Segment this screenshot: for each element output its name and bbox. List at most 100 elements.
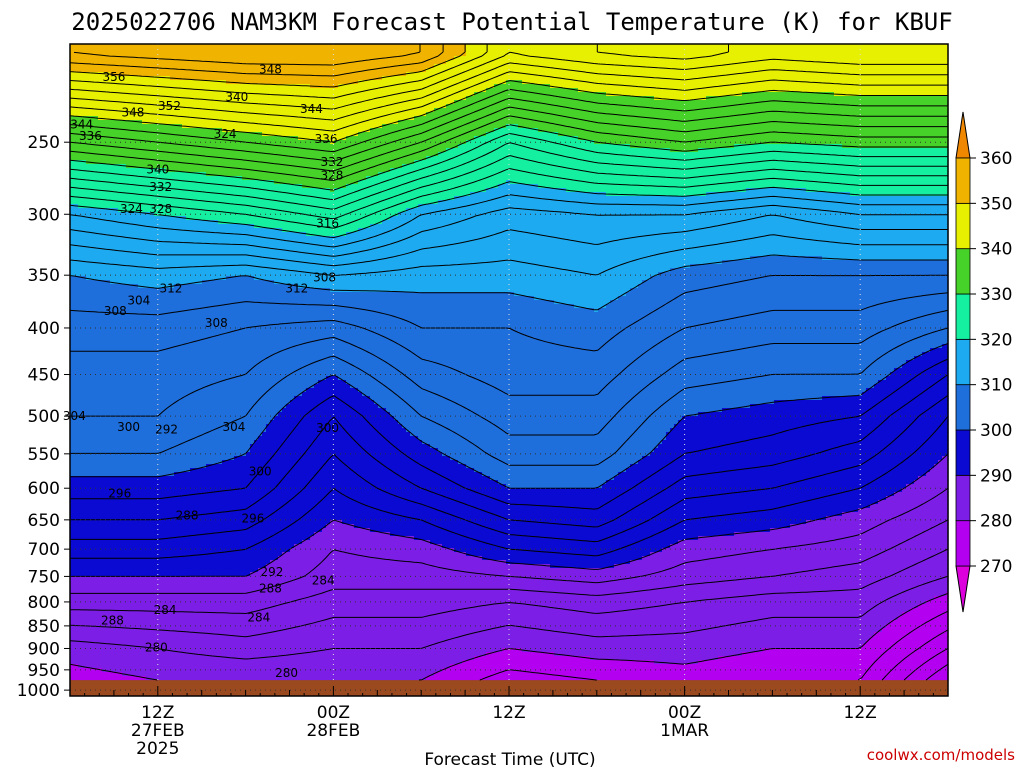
field-cell (490, 132, 495, 137)
field-cell (286, 88, 291, 93)
field-cell (934, 68, 939, 73)
field-cell (746, 64, 751, 69)
field-cell (646, 128, 651, 133)
field-cell (170, 52, 175, 57)
field-cell (566, 112, 571, 117)
field-cell (182, 80, 187, 85)
field-cell (198, 52, 203, 57)
field-cell (166, 88, 171, 93)
field-cell (150, 116, 155, 121)
field-cell (466, 100, 471, 105)
field-cell (274, 52, 279, 57)
field-cell (782, 72, 787, 77)
field-cell (522, 112, 527, 117)
field-cell (266, 108, 271, 113)
field-cell (326, 48, 331, 53)
field-cell (426, 48, 431, 53)
field-cell (678, 60, 683, 65)
field-cell (542, 48, 547, 53)
field-cell (370, 48, 375, 53)
field-cell (306, 60, 311, 65)
field-cell (594, 76, 599, 81)
field-cell (470, 124, 475, 129)
field-cell (370, 60, 375, 65)
field-cell (630, 68, 635, 73)
field-cell (338, 68, 343, 73)
field-cell (174, 60, 179, 65)
field-cell (198, 120, 203, 125)
field-cell (350, 56, 355, 61)
field-cell (674, 116, 679, 121)
field-cell (694, 80, 699, 85)
field-cell (622, 116, 627, 121)
field-cell (906, 80, 911, 85)
field-cell (702, 116, 707, 121)
field-cell (862, 88, 867, 93)
field-cell (478, 76, 483, 81)
field-cell (502, 76, 507, 81)
field-cell (274, 80, 279, 85)
field-cell (774, 116, 779, 121)
field-cell (858, 68, 863, 73)
field-cell (918, 68, 923, 73)
field-cell (530, 68, 535, 73)
field-cell (130, 80, 135, 85)
field-cell (126, 52, 131, 57)
field-cell (762, 64, 767, 69)
field-cell (206, 108, 211, 113)
field-cell (194, 80, 199, 85)
field-cell (290, 76, 295, 81)
field-cell (638, 124, 643, 129)
field-cell (490, 116, 495, 121)
field-cell (570, 92, 575, 97)
field-cell (90, 68, 95, 73)
field-cell (642, 80, 647, 85)
field-cell (358, 104, 363, 109)
field-cell (702, 124, 707, 129)
field-cell (546, 80, 551, 85)
field-cell (78, 56, 83, 61)
field-cell (902, 96, 907, 101)
field-cell (274, 124, 279, 129)
field-cell (674, 80, 679, 85)
field-cell (266, 128, 271, 133)
field-cell (850, 64, 855, 69)
field-cell (762, 52, 767, 57)
field-cell (614, 96, 619, 101)
field-cell (370, 100, 375, 105)
field-cell (498, 68, 503, 73)
field-cell (642, 112, 647, 117)
field-cell (706, 100, 711, 105)
field-cell (866, 48, 871, 53)
field-cell (346, 64, 351, 69)
field-cell (894, 48, 899, 53)
field-cell (538, 48, 543, 53)
field-cell (722, 120, 727, 125)
field-cell (398, 112, 403, 117)
field-cell (586, 64, 591, 69)
field-cell (602, 56, 607, 61)
field-cell (402, 112, 407, 117)
field-cell (582, 76, 587, 81)
field-cell (466, 124, 471, 129)
field-cell (210, 92, 215, 97)
field-cell (698, 68, 703, 73)
field-cell (902, 76, 907, 81)
field-cell (798, 68, 803, 73)
field-cell (834, 64, 839, 69)
field-cell (578, 92, 583, 97)
field-cell (474, 48, 479, 53)
field-cell (514, 76, 519, 81)
field-cell (386, 48, 391, 53)
field-cell (330, 84, 335, 89)
field-cell (922, 56, 927, 61)
field-cell (282, 104, 287, 109)
field-cell (862, 108, 867, 113)
field-cell (874, 100, 879, 105)
field-cell (170, 116, 175, 121)
field-cell (650, 100, 655, 105)
field-cell (930, 108, 935, 113)
field-cell (254, 108, 259, 113)
field-cell (398, 48, 403, 53)
field-cell (262, 48, 267, 53)
